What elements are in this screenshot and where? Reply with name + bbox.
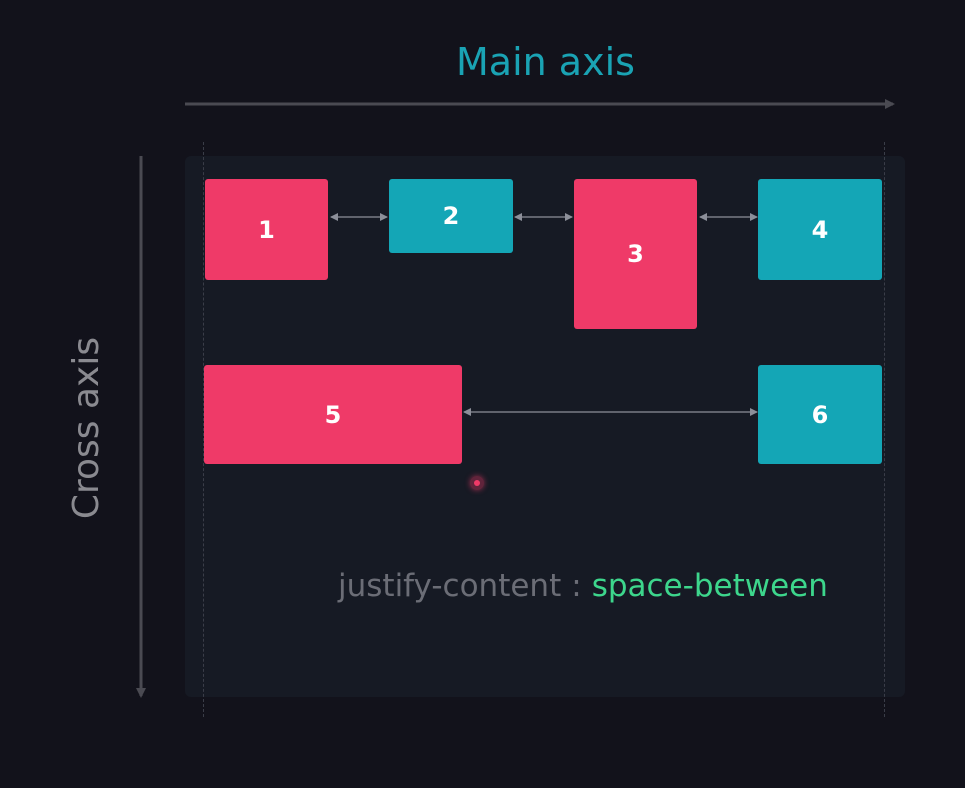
cross-axis-title: Cross axis	[66, 336, 107, 520]
caption-property: justify-content	[338, 568, 562, 604]
flex-item-2: 2	[389, 179, 513, 253]
caption-value: space-between	[591, 568, 828, 604]
main-axis-title: Main axis	[456, 40, 635, 84]
right-edge-guide	[884, 142, 885, 717]
cursor-indicator	[470, 476, 484, 490]
caption-separator: :	[571, 568, 582, 604]
flex-item-3: 3	[574, 179, 697, 329]
left-edge-guide	[203, 142, 204, 717]
flex-item-5: 5	[204, 365, 462, 464]
justify-content-caption: justify-content: space-between	[338, 566, 828, 606]
flex-item-4: 4	[758, 179, 882, 280]
flex-item-1: 1	[205, 179, 328, 280]
flex-item-6: 6	[758, 365, 882, 464]
